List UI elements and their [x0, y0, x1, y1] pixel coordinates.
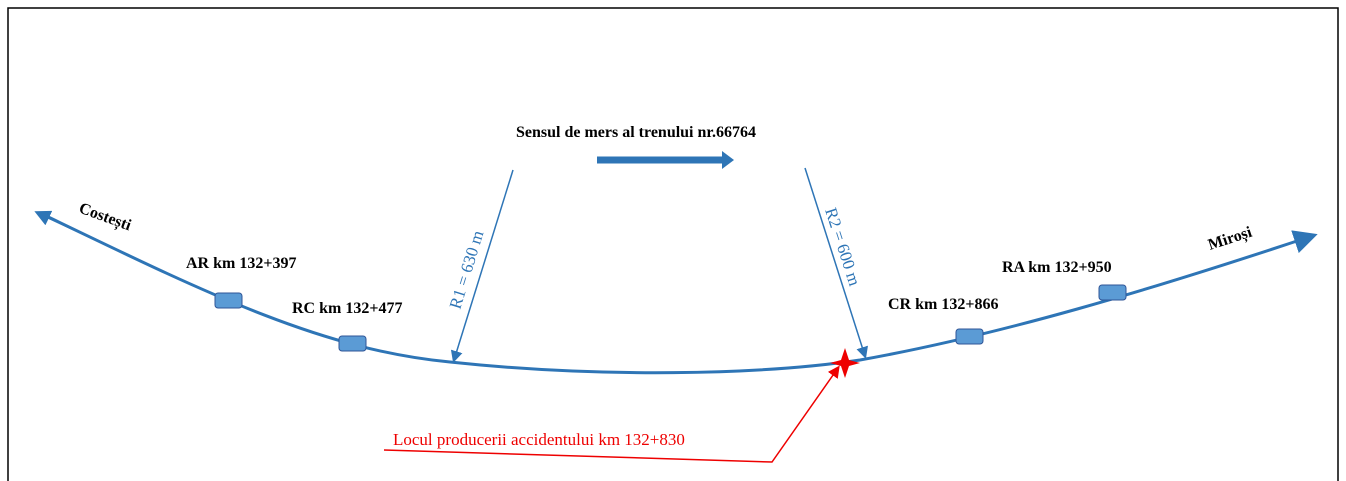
point-label: CR km 132+866 — [888, 296, 998, 313]
signal-box — [955, 328, 984, 345]
signal-box — [1098, 284, 1127, 301]
radius-line — [804, 167, 868, 359]
station-right: Miroși — [1206, 224, 1255, 255]
signal-box — [214, 292, 243, 309]
accident-marker — [830, 348, 860, 378]
radius-label: R2 = 600 m — [821, 205, 864, 288]
accident-pointer — [383, 365, 840, 463]
radius-line — [450, 169, 514, 363]
point-label: AR km 132+397 — [186, 255, 296, 272]
accident-label: Locul producerii accidentului km 132+830 — [393, 430, 685, 449]
signal-box — [338, 335, 367, 352]
radius-label: R1 = 630 m — [446, 228, 488, 311]
direction-label: Sensul de mers al trenului nr.66764 — [516, 124, 756, 141]
point-label: RA km 132+950 — [1002, 259, 1112, 276]
direction-arrowhead — [722, 151, 734, 169]
track-arrow — [34, 210, 101, 243]
track — [39, 211, 1318, 375]
frame — [7, 7, 1339, 481]
point-label: RC km 132+477 — [292, 300, 402, 317]
station-left: Costești — [76, 200, 134, 236]
